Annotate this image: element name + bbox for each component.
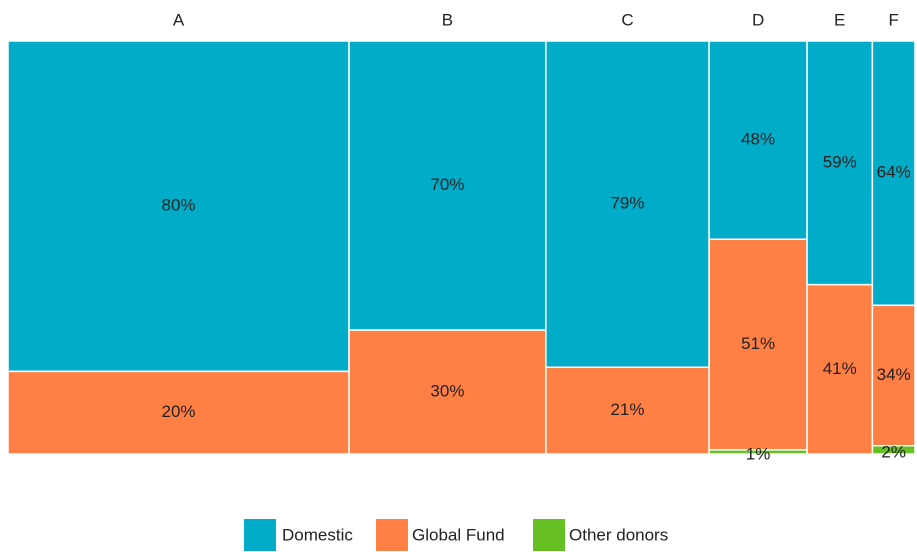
value-label: 59% <box>823 152 857 171</box>
segment <box>545 366 710 455</box>
legend-label: Other donors <box>569 525 668 544</box>
segment <box>7 370 350 455</box>
segment <box>708 238 808 451</box>
segment <box>806 40 874 286</box>
segment <box>806 283 874 455</box>
legend-swatch <box>244 519 276 551</box>
column-label: D <box>752 10 764 29</box>
value-label: 48% <box>741 130 775 149</box>
value-label: 1% <box>746 444 771 463</box>
segment <box>7 40 350 373</box>
segment <box>348 329 547 455</box>
value-label: 21% <box>610 400 644 419</box>
value-label: 34% <box>877 365 911 384</box>
legend-label: Domestic <box>282 525 353 544</box>
value-label: 20% <box>162 402 196 421</box>
legend-label: Global Fund <box>412 525 505 544</box>
column-label: B <box>442 10 453 29</box>
value-label: 64% <box>877 163 911 182</box>
value-label: 41% <box>823 359 857 378</box>
segment <box>871 304 916 447</box>
segment <box>545 40 710 369</box>
segment <box>871 40 916 307</box>
column-label: A <box>173 10 185 29</box>
legend-swatch <box>376 519 408 551</box>
legend-swatch <box>533 519 565 551</box>
value-label: 30% <box>430 382 464 401</box>
value-label: 80% <box>162 196 196 215</box>
column-label: E <box>834 10 845 29</box>
column-label: F <box>888 10 898 29</box>
value-label: 79% <box>610 194 644 213</box>
segment <box>871 444 916 455</box>
value-label: 51% <box>741 334 775 353</box>
segment <box>348 40 547 331</box>
column-label: C <box>621 10 633 29</box>
value-label: 2% <box>881 442 906 461</box>
value-label: 70% <box>430 175 464 194</box>
